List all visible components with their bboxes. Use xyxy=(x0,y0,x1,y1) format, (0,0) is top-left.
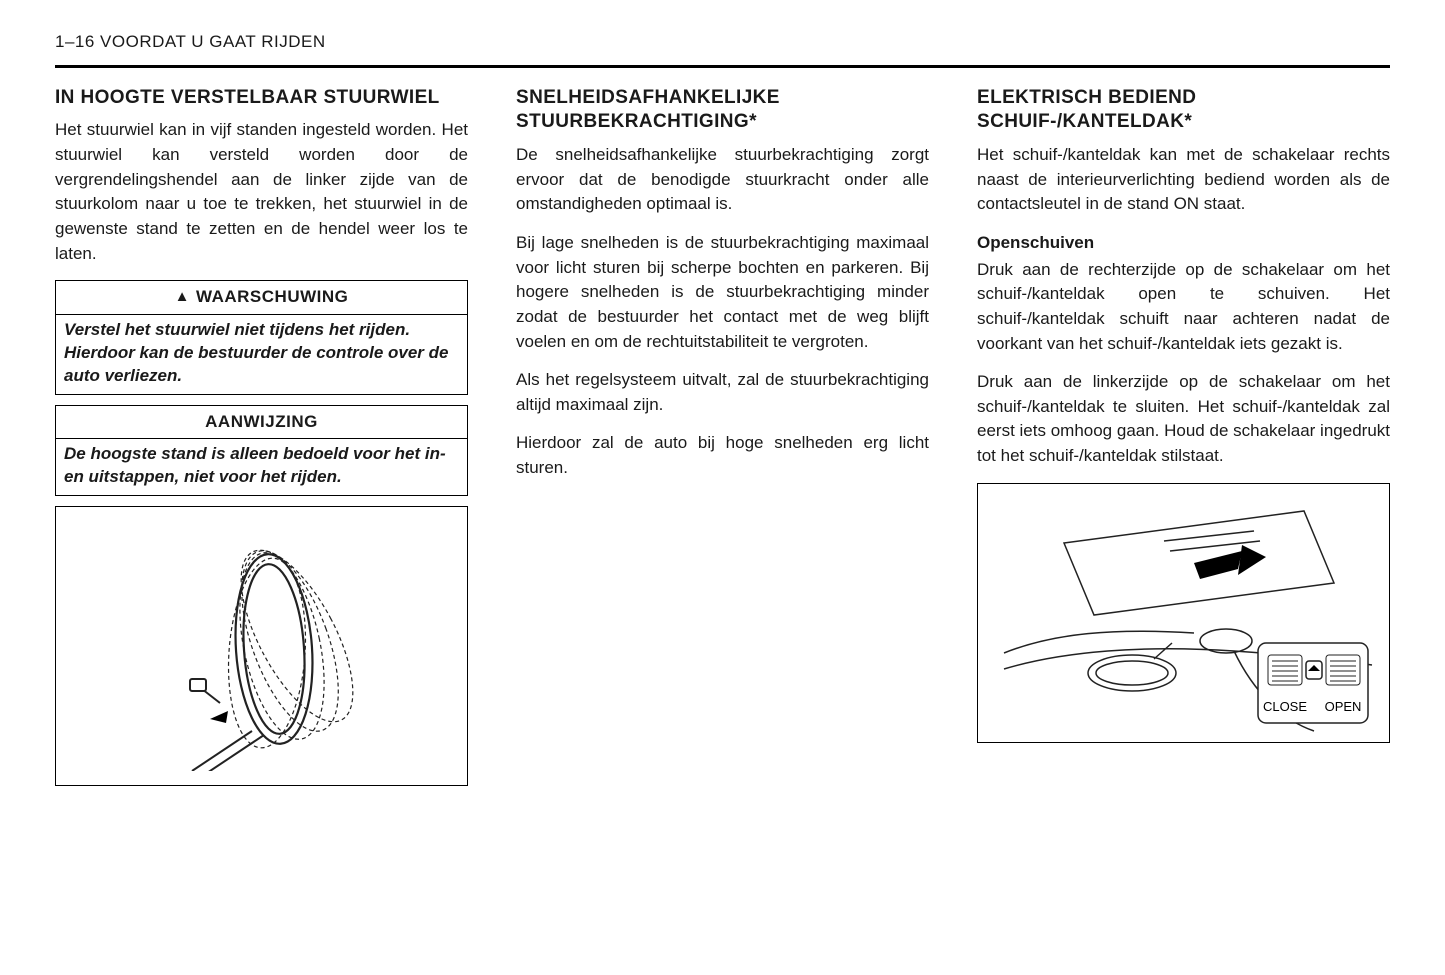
warning-box-body: Verstel het stuurwiel niet tijdens het r… xyxy=(56,314,467,394)
steering-wheel-illustration xyxy=(132,521,392,771)
note-box-title: AANWIJZING xyxy=(56,406,467,439)
col2-title: SNELHEIDSAFHANKELIJKE STUURBEKRACHTIGING… xyxy=(516,86,929,135)
note-title-text: AANWIJZING xyxy=(205,410,318,435)
warning-box-title: ▲ WAARSCHUWING xyxy=(56,281,467,314)
content-columns: IN HOOGTE VERSTELBAAR STUURWIEL Het stuu… xyxy=(55,86,1390,787)
label-open: OPEN xyxy=(1324,699,1361,714)
warning-title-text: WAARSCHUWING xyxy=(196,285,348,310)
col2-p3: Als het regelsysteem uitvalt, zal de stu… xyxy=(516,368,929,417)
col2-p4: Hierdoor zal de auto bij hoge snelheden … xyxy=(516,431,929,480)
page-header: 1–16 VOORDAT U GAAT RIJDEN xyxy=(55,30,1390,68)
col3-p3: Druk aan de linkerzijde op de schakelaar… xyxy=(977,370,1390,469)
warning-line-2: Hierdoor kan de bestuurder de controle o… xyxy=(64,342,459,388)
label-close: CLOSE xyxy=(1262,699,1306,714)
warning-line-1: Verstel het stuurwiel niet tijdens het r… xyxy=(64,319,459,342)
sunroof-illustration: CLOSE OPEN xyxy=(994,493,1374,733)
col2-p2: Bij lage snelheden is de stuurbekrachtig… xyxy=(516,231,929,354)
warning-box: ▲ WAARSCHUWING Verstel het stuurwiel nie… xyxy=(55,280,468,394)
column-1: IN HOOGTE VERSTELBAAR STUURWIEL Het stuu… xyxy=(55,86,468,787)
col3-p2: Druk aan de rechterzijde op de schakelaa… xyxy=(977,258,1390,357)
col3-title: ELEKTRISCH BEDIEND SCHUIF-/KANTELDAK* xyxy=(977,86,1390,135)
col1-title: IN HOOGTE VERSTELBAAR STUURWIEL xyxy=(55,86,468,111)
column-2: SNELHEIDSAFHANKELIJKE STUURBEKRACHTIGING… xyxy=(516,86,929,787)
col3-subhead: Openschuiven xyxy=(977,231,1390,256)
column-3: ELEKTRISCH BEDIEND SCHUIF-/KANTELDAK* He… xyxy=(977,86,1390,787)
figure-steering-wheel xyxy=(55,506,468,786)
warning-icon: ▲ xyxy=(175,289,190,304)
note-box: AANWIJZING De hoogste stand is alleen be… xyxy=(55,405,468,497)
figure-sunroof: CLOSE OPEN xyxy=(977,483,1390,743)
note-box-body: De hoogste stand is alleen bedoeld voor … xyxy=(56,438,467,495)
col3-p1: Het schuif-/kanteldak kan met de schakel… xyxy=(977,143,1390,217)
col2-p1: De snelheidsafhankelijke stuurbekrachtig… xyxy=(516,143,929,217)
col1-p1: Het stuurwiel kan in vijf standen ingest… xyxy=(55,118,468,266)
